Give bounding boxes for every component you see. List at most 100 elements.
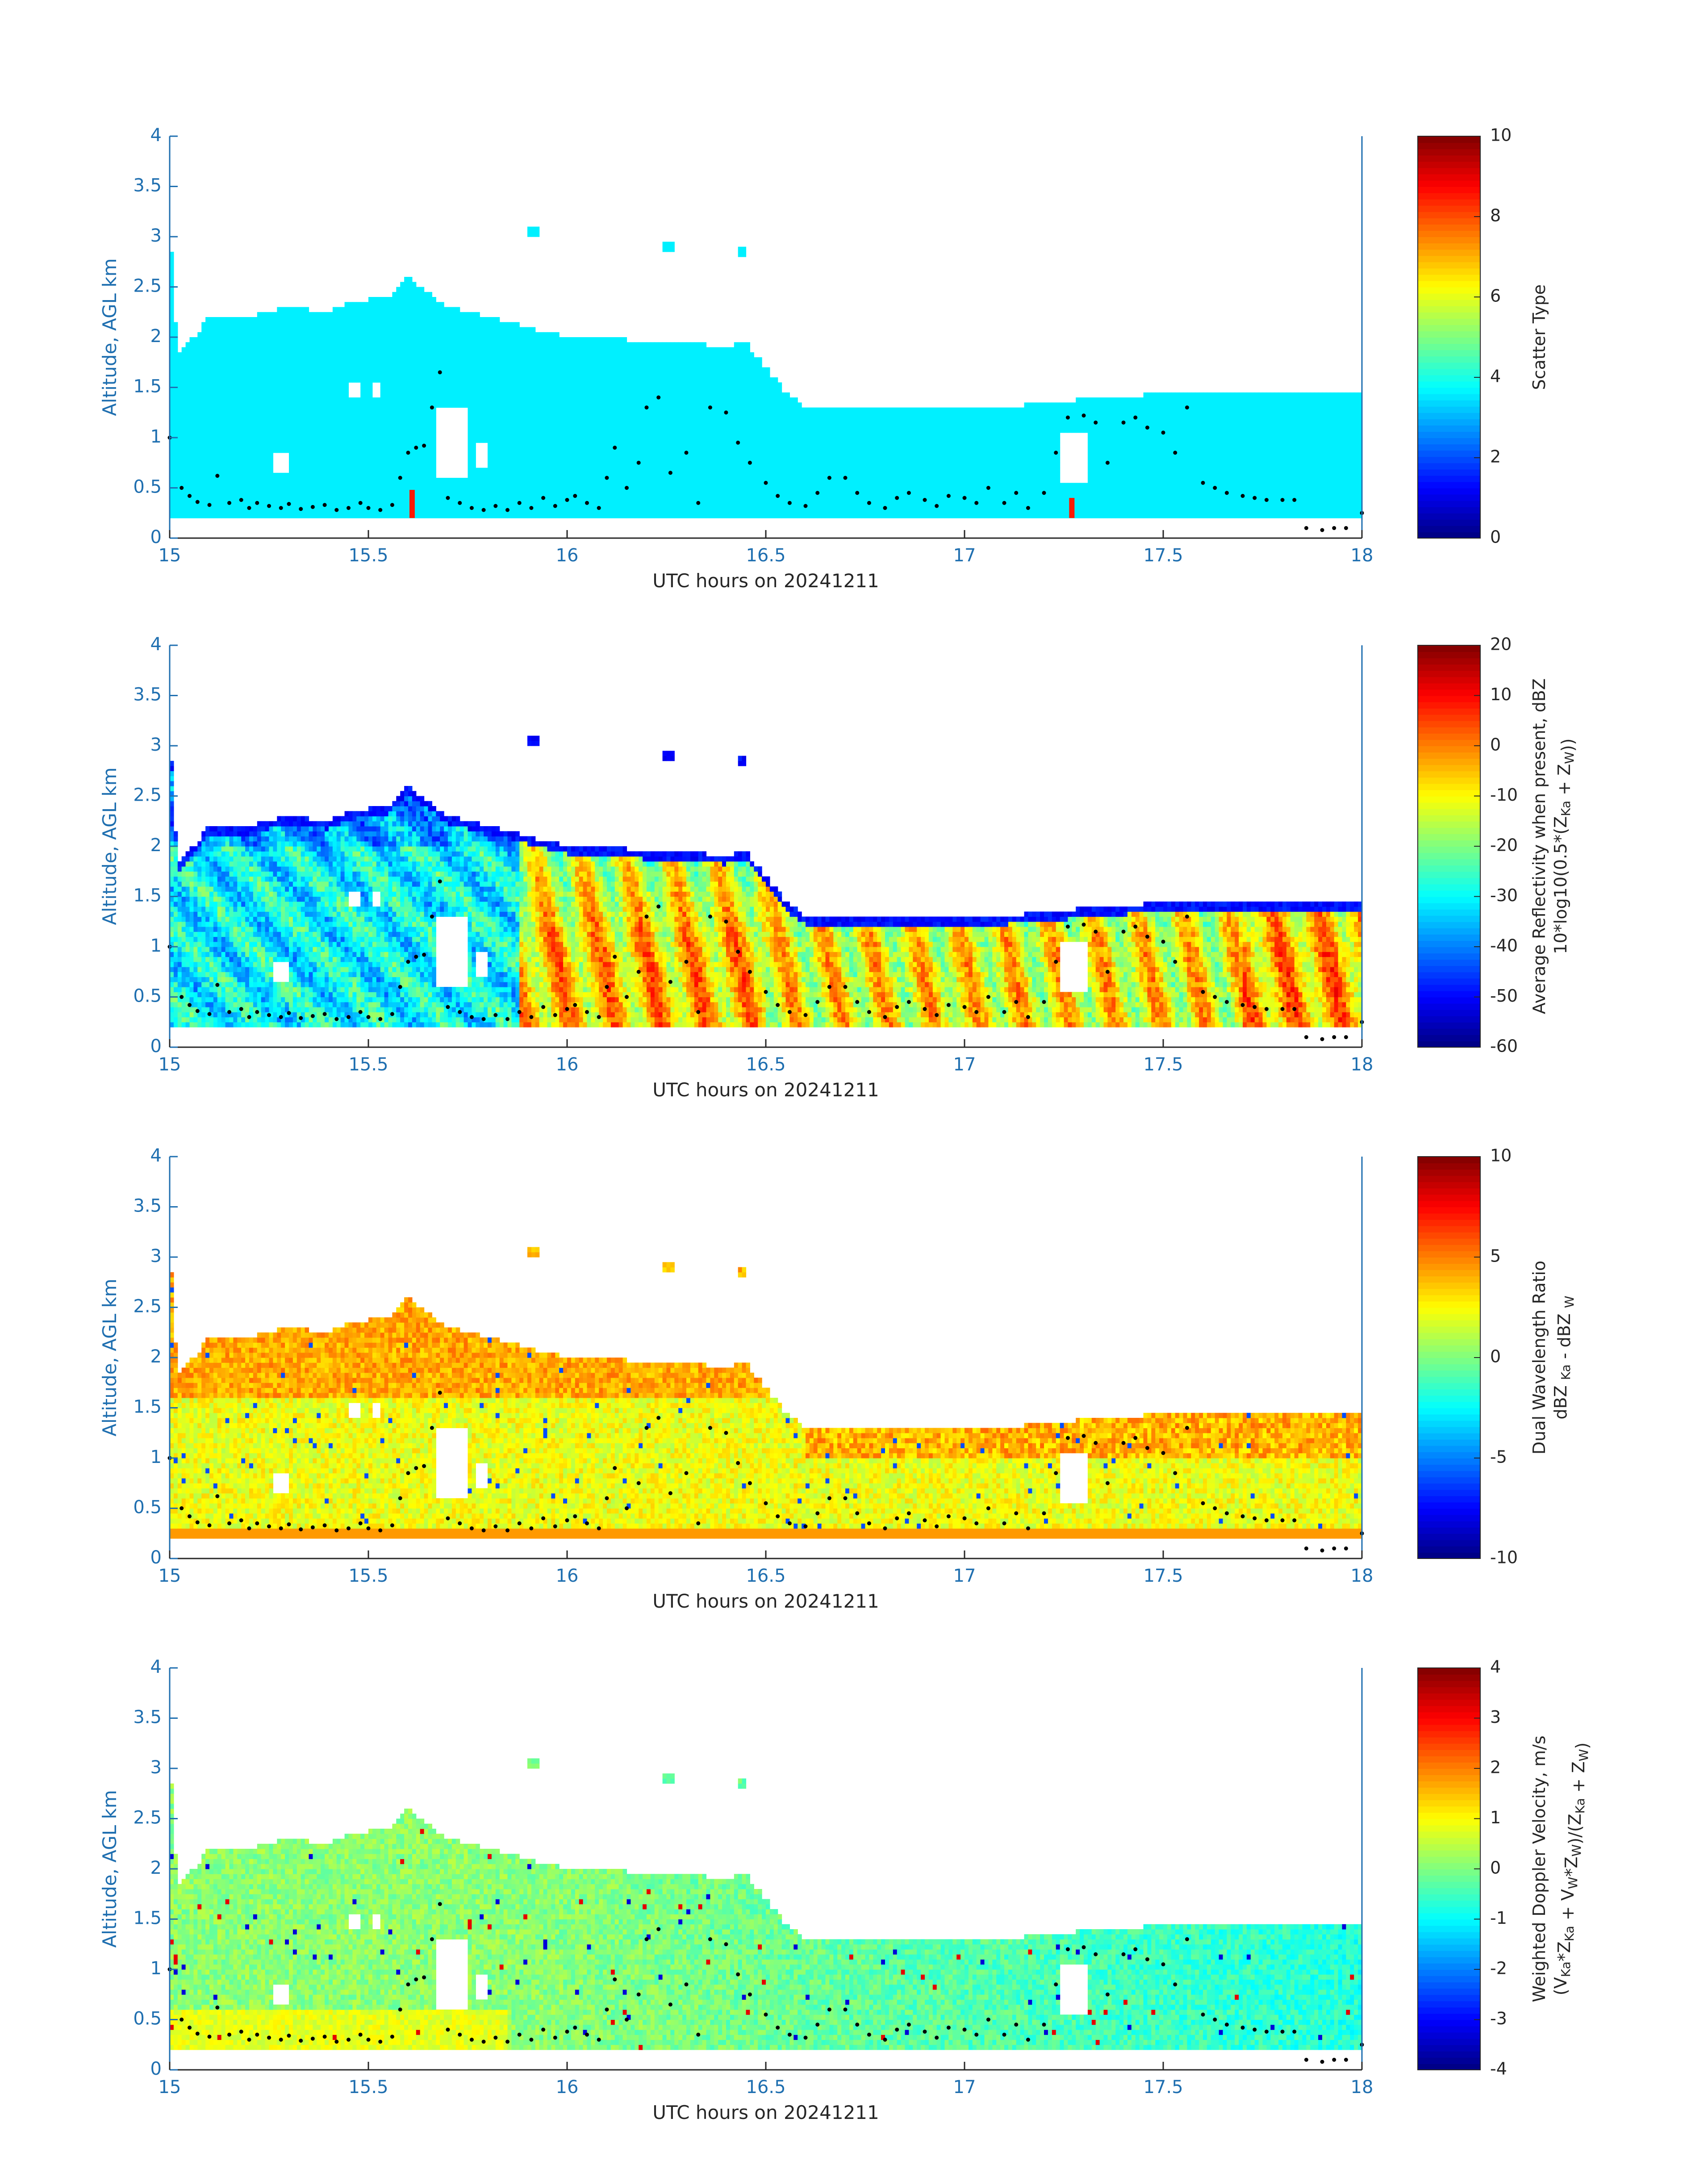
dot-point xyxy=(867,1521,871,1525)
dot-point xyxy=(867,501,871,505)
x-tick-label: 17.5 xyxy=(1143,1566,1183,1586)
colorbar-tick-label: -10 xyxy=(1490,785,1518,805)
dot-point xyxy=(708,1426,712,1430)
dot-point xyxy=(287,1011,291,1015)
dot-point xyxy=(207,1012,212,1016)
dot-point xyxy=(1332,526,1336,530)
y-tick-label: 1.5 xyxy=(133,886,162,906)
dot-point xyxy=(613,1977,617,1981)
dot-point xyxy=(481,1528,486,1533)
dot-point xyxy=(895,1005,899,1009)
colorbar-tick-label: 2 xyxy=(1490,447,1501,467)
x-tick-label: 17 xyxy=(953,1566,976,1586)
y-tick-label: 0.5 xyxy=(133,986,162,1007)
colorbar-tick-label: -5 xyxy=(1490,1447,1507,1467)
dot-point xyxy=(239,1518,243,1522)
dot-point xyxy=(855,2022,860,2027)
dot-point xyxy=(1240,1514,1245,1518)
reflectivity-colorbar: -60 -50 -40 -30 -20 -10 0 10 20 Average Reflectiv… xyxy=(1417,635,1578,1056)
y-tick-label: 1.5 xyxy=(133,1908,162,1929)
colorbar-tick-label: -3 xyxy=(1490,2009,1507,2028)
dot-point xyxy=(724,410,728,415)
x-tick-label: 15.5 xyxy=(348,2077,388,2098)
dot-point xyxy=(883,1015,887,1019)
dot-point xyxy=(986,2018,990,2022)
dot-point xyxy=(1133,924,1138,929)
dot-point xyxy=(843,2007,848,2012)
dot-point xyxy=(287,1522,291,1526)
dot-point xyxy=(748,460,752,465)
dot-point xyxy=(748,969,752,974)
dot-point xyxy=(1213,1506,1217,1510)
dot-point xyxy=(748,1992,752,1997)
dot-point xyxy=(1332,1035,1336,1039)
dot-point xyxy=(1121,420,1126,425)
dot-point xyxy=(334,2039,339,2044)
dot-point xyxy=(358,1521,363,1525)
dot-point xyxy=(764,1501,768,1505)
dot-point xyxy=(299,1016,303,1020)
dot-point xyxy=(195,1520,200,1525)
dot-point xyxy=(736,949,740,954)
dot-point xyxy=(529,1526,534,1530)
dot-point xyxy=(827,985,831,989)
dot-point xyxy=(1014,491,1019,495)
dot-point xyxy=(585,501,589,505)
dot-point xyxy=(493,2035,498,2040)
dot-point xyxy=(458,2032,462,2037)
dot-point xyxy=(815,1511,820,1516)
x-tick-label: 15 xyxy=(159,1566,181,1586)
dot-point xyxy=(708,915,712,919)
dot-point xyxy=(1213,486,1217,490)
dot-point xyxy=(430,1426,434,1430)
dot-point xyxy=(422,953,426,957)
dot-point xyxy=(358,501,363,505)
dot-point xyxy=(310,505,315,509)
colorbar-tick-label: -2 xyxy=(1490,1959,1507,1978)
dot-point xyxy=(180,995,184,999)
dot-point xyxy=(1042,491,1046,495)
dot-point xyxy=(827,1496,831,1500)
dot-point xyxy=(469,1015,474,1019)
dot-point xyxy=(215,983,220,987)
dot-point xyxy=(267,1524,271,1529)
dot-point xyxy=(883,1526,887,1530)
dot-point xyxy=(1105,1481,1110,1485)
y-tick-label: 0 xyxy=(150,2059,162,2079)
dot-point xyxy=(406,1982,410,1987)
dot-point xyxy=(974,501,979,505)
dot-point xyxy=(573,1003,577,1007)
dot-point xyxy=(787,2032,792,2037)
dot-point xyxy=(1224,1000,1229,1004)
dot-point xyxy=(422,443,426,448)
dot-point xyxy=(255,1010,259,1014)
dot-point xyxy=(438,879,442,884)
dot-point xyxy=(843,985,848,989)
dot-point xyxy=(605,476,609,480)
dot-point xyxy=(553,504,557,508)
dot-point xyxy=(935,504,939,508)
dot-point xyxy=(1161,1962,1165,1967)
dot-point xyxy=(1344,2058,1348,2062)
dot-point xyxy=(541,2027,546,2032)
y-tick-label: 4 xyxy=(150,1657,162,1677)
dot-point xyxy=(414,1977,418,1981)
dot-point xyxy=(736,1461,740,1465)
x-tick-label: 17.5 xyxy=(1143,545,1183,566)
dot-point xyxy=(1042,1511,1046,1516)
dot-point xyxy=(247,1526,251,1530)
dot-point xyxy=(390,1523,394,1528)
dot-point xyxy=(895,1516,899,1521)
x-tick-label: 16 xyxy=(556,1566,579,1586)
dot-point xyxy=(573,494,577,498)
colorbar-tick-label: 20 xyxy=(1490,635,1512,654)
dot-point xyxy=(1292,1518,1297,1522)
dot-point xyxy=(414,1466,418,1470)
dot-point xyxy=(390,503,394,507)
dot-point xyxy=(573,1514,577,1518)
dot-point xyxy=(764,481,768,485)
dot-point xyxy=(378,2039,383,2044)
dot-point xyxy=(334,1017,339,1021)
dot-point xyxy=(1042,2022,1046,2027)
colorbar-tick-label: 0 xyxy=(1490,527,1501,547)
